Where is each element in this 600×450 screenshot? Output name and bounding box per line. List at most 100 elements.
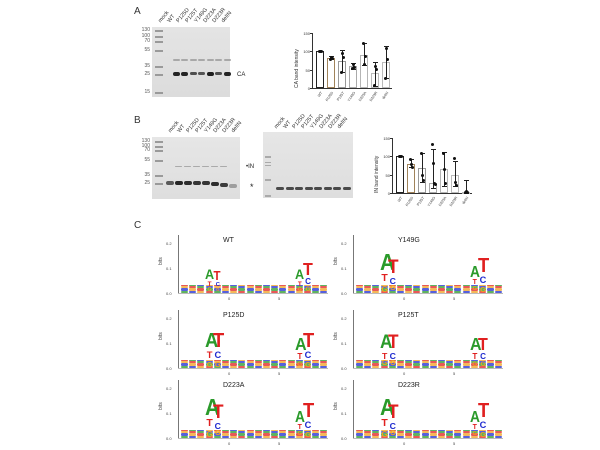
logo-x-axis [353,368,503,369]
logo-minor-letter [230,361,238,363]
y-tick [390,193,392,194]
panel-label-a: A [134,6,141,17]
logo-letter-G: G [480,360,486,368]
logo-minor-letter [197,360,205,361]
logo-letter-A: A [294,266,304,283]
logo-minor-letter [246,291,254,293]
star-band-label: * [250,182,254,192]
logo-letter-G: G [206,428,213,439]
logo-minor-letter [254,366,262,368]
ladder-size-label: 100 [141,143,150,149]
logo-minor-letter [295,291,303,293]
logo-minor-letter [405,361,413,363]
error-cap [442,185,447,187]
logo-minor-letter [205,288,213,291]
logo-minor-letter [479,433,486,436]
logo-minor-letter [279,288,287,291]
logo-minor-letter [479,286,486,288]
logo-minor-letter [397,285,404,286]
logo-minor-letter [312,366,320,368]
logo-y-tick-label: 0.2 [166,386,172,391]
logo-minor-letter [364,360,372,361]
logo-minor-letter [312,363,320,366]
logo-minor-letter [413,436,421,438]
logo-minor-letter [295,430,303,431]
ladder-size-label: 130 [141,27,150,33]
panel-label-b: B [134,115,141,126]
logo-minor-letter [189,366,197,368]
logo-minor-letter [287,363,295,366]
data-point [320,50,323,54]
logo-minor-letter [470,286,478,288]
logo-minor-letter [413,433,421,436]
logo-minor-letter [279,363,287,366]
ladder-size-label: 15 [144,89,150,95]
logo-minor-letter [197,286,205,288]
logo-minor-letter [230,436,238,438]
logo-letter-C: C [304,350,312,361]
logo-minor-letter [238,360,246,361]
logo-minor-letter [213,361,221,363]
logo-minor-letter [238,366,246,368]
logo-minor-letter [246,431,254,433]
logo-minor-letter [222,436,229,438]
error-cap [340,49,345,51]
logo-minor-letter [197,430,205,431]
logo-minor-letter [413,360,421,361]
logo-minor-letter [189,433,197,436]
ladder-size-label: 35 [144,63,150,69]
logo-minor-letter [312,285,320,286]
logo-minor-letter [263,361,270,363]
logo-minor-letter [312,291,320,293]
logo-minor-letter [356,363,363,366]
logo-letter-G: G [206,359,213,369]
logo-letter-A: A [469,264,480,282]
logo-minor-letter [246,360,254,361]
logo-letter-A: A [469,409,480,427]
logo-letter-A: A [379,394,395,421]
logo-minor-letter [295,363,303,366]
sequence-logo-y149g: Y149G 0.2 0.1 0.0 bits 0 5 A T G T C G A T G T C G [325,225,515,305]
logo-minor-letter [246,285,254,286]
logo-minor-letter [495,363,503,366]
logo-minor-letter [454,363,462,366]
logo-minor-letter [462,366,470,368]
logo-minor-letter [487,288,495,291]
data-point [409,158,412,162]
logo-minor-letter [181,366,188,368]
logo-minor-letter [479,431,486,433]
x-category-label: Y149G [346,91,357,103]
logo-minor-letter [197,361,205,363]
logo-minor-letter [364,288,372,291]
logo-minor-letter [372,286,380,288]
error-cap [431,149,436,150]
gel-a-western-blot [152,27,230,97]
logo-minor-letter [254,363,262,366]
logo-minor-letter [263,286,270,288]
x-category-label: delIN [381,91,390,100]
logo-y-tick-label: 0.0 [166,366,172,371]
data-point [443,168,446,172]
logo-y-tick-label: 0.2 [166,316,172,321]
logo-letter-T: T [478,399,490,422]
logo-minor-letter [320,285,328,286]
error-bar [422,152,423,182]
logo-minor-letter [429,286,437,288]
logo-minor-letter [397,286,404,288]
logo-minor-letter [388,288,396,291]
logo-x-tick-label: 0 [228,371,231,376]
logo-minor-letter [263,288,270,291]
logo-letter-T: T [303,329,315,352]
logo-letter-G: G [297,360,303,368]
logo-letter-T: T [478,254,490,277]
logo-minor-letter [429,288,437,291]
star-band [342,187,351,190]
logo-minor-letter [222,361,229,363]
logo-minor-letter [421,291,429,293]
logo-title: D223A [223,382,245,389]
logo-letter-T: T [387,402,399,424]
logo-minor-letter [271,361,279,363]
data-point [341,52,344,56]
data-point [454,181,457,184]
star-band [166,181,174,185]
